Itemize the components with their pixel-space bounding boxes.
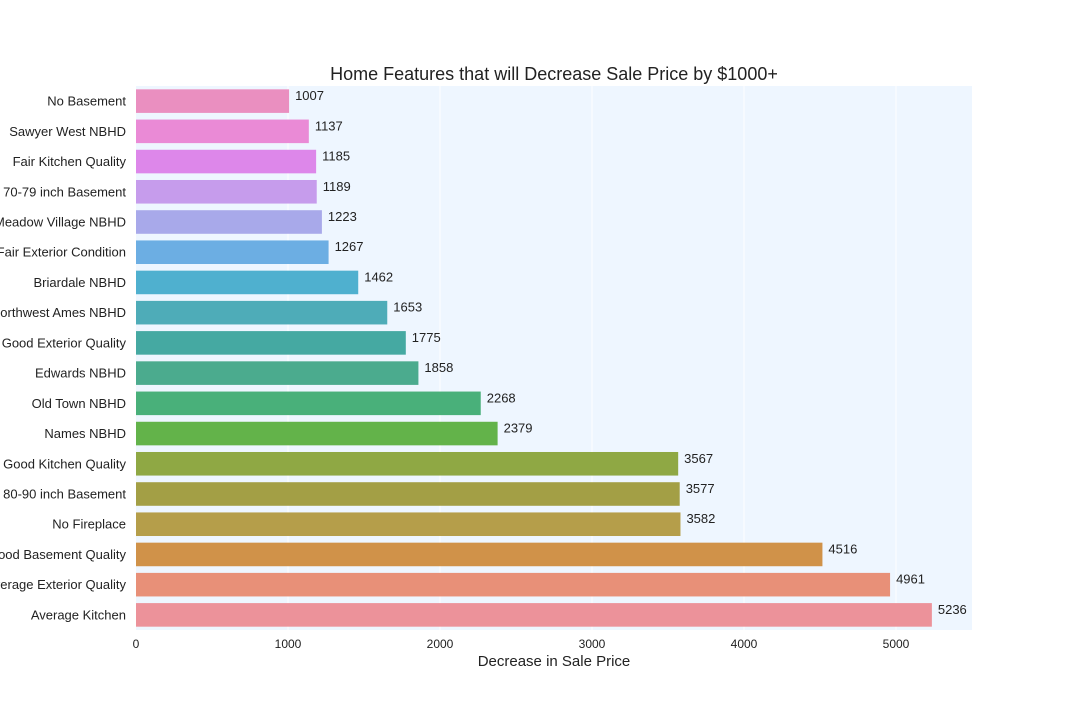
category-label: Edwards NBHD (35, 366, 126, 381)
bar (136, 300, 388, 325)
bar (136, 451, 679, 476)
bar (136, 89, 290, 113)
category-label: No Basement (47, 94, 126, 109)
bar (136, 361, 419, 385)
x-tick-label: 5000 (883, 637, 910, 651)
x-tick-label: 1000 (275, 637, 302, 651)
bar-value-label: 1775 (412, 330, 441, 345)
bar-value-label: 3567 (684, 451, 713, 466)
bar (136, 603, 932, 627)
x-tick-label: 3000 (579, 637, 606, 651)
bar-value-label: 5236 (938, 602, 967, 617)
bar-value-label: 3582 (686, 511, 715, 526)
bar (136, 391, 481, 416)
bar (136, 119, 309, 144)
bar (136, 421, 498, 446)
x-tick-label: 0 (133, 637, 140, 651)
category-label: Briardale NBHD (34, 275, 126, 290)
bar (136, 542, 823, 567)
bar (136, 482, 680, 506)
x-tick-labels: 0 1000 2000 3000 4000 5000 (133, 637, 910, 651)
category-label: Average Kitchen (31, 607, 126, 622)
category-label: 70-79 inch Basement (3, 184, 126, 199)
bar (136, 240, 329, 265)
bar (136, 512, 681, 537)
category-label: Good Exterior Quality (2, 335, 127, 350)
bar (136, 179, 317, 204)
bar-value-label: 1189 (323, 179, 351, 194)
bar-value-label: 2268 (487, 390, 516, 405)
category-labels: No Basement Sawyer West NBHD Fair Kitchen … (0, 94, 126, 623)
bar-value-label: 4961 (896, 572, 925, 587)
bar-value-label: 1223 (328, 209, 357, 224)
bar (136, 572, 891, 597)
bar (136, 331, 406, 355)
bar-value-label: 2379 (504, 421, 533, 436)
bar-value-label: 1137 (315, 118, 343, 133)
category-label: Good Kitchen Quality (3, 456, 126, 471)
category-label: Names NBHD (44, 426, 126, 441)
x-tick-label: 4000 (731, 637, 758, 651)
bar-value-label: 1462 (364, 269, 393, 284)
category-label: Sawyer West NBHD (9, 124, 126, 139)
bar (136, 149, 317, 174)
plot-area (136, 86, 972, 630)
bar-value-label: 1185 (322, 149, 350, 164)
category-label: Good Basement Quality (0, 547, 126, 562)
category-label: Average Exterior Quality (0, 577, 126, 592)
bar-value-label: 1858 (424, 360, 453, 375)
bar (136, 210, 322, 234)
bar-value-label: 1267 (335, 239, 364, 254)
bar-value-label: 1653 (393, 300, 422, 315)
x-tick-label: 2000 (427, 637, 454, 651)
category-label: 80-90 inch Basement (3, 487, 126, 502)
grid-lines (287, 86, 897, 630)
bar (136, 270, 359, 295)
category-label: Fair Exterior Condition (0, 245, 126, 260)
category-label: Meadow Village NBHD (0, 215, 126, 230)
category-label: No Fireplace (52, 517, 126, 532)
bar-value-label: 4516 (828, 541, 857, 556)
bar-value-label: 3577 (686, 481, 715, 496)
chart-title: Home Features that will Decrease Sale Pr… (330, 64, 778, 84)
bars (136, 89, 932, 627)
bar-value-label: 1007 (295, 88, 324, 103)
category-label: Northwest Ames NBHD (0, 305, 126, 320)
x-axis-label: Decrease in Sale Price (478, 653, 631, 670)
category-label: Old Town NBHD (32, 396, 126, 411)
category-label: Fair Kitchen Quality (13, 154, 127, 169)
